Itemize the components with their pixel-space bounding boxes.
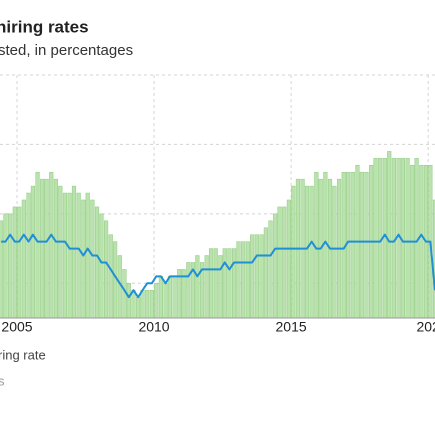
bar xyxy=(108,234,113,319)
bar xyxy=(71,185,77,319)
bar xyxy=(222,248,227,319)
bar xyxy=(0,220,4,319)
legend-label: ring rate xyxy=(0,347,46,362)
bar xyxy=(40,178,45,319)
bar xyxy=(126,283,131,319)
bar xyxy=(259,234,264,319)
bar xyxy=(8,213,13,319)
source: s xyxy=(0,373,5,388)
bar xyxy=(304,185,310,319)
bar xyxy=(163,283,168,319)
bar xyxy=(104,220,109,319)
bar xyxy=(277,206,282,319)
bar xyxy=(58,185,63,319)
bar xyxy=(167,276,173,319)
bar xyxy=(245,241,250,319)
bar xyxy=(208,248,214,319)
x-tick-label: 2015 xyxy=(276,319,307,335)
bar xyxy=(17,206,22,319)
bar xyxy=(149,289,154,319)
labels: 2005 2010 2015 202 ring rate xyxy=(0,317,435,362)
bar xyxy=(268,220,273,319)
bar xyxy=(419,165,424,319)
bar xyxy=(405,158,410,319)
bar xyxy=(387,151,392,319)
bar xyxy=(172,276,177,319)
bar xyxy=(154,283,159,319)
bar xyxy=(359,171,364,319)
bar xyxy=(35,171,40,319)
bar xyxy=(99,213,104,319)
bar xyxy=(62,192,68,319)
x-tick-label: 2010 xyxy=(138,319,169,335)
bar xyxy=(90,199,95,319)
chart-subtitle: sted, in percentages xyxy=(0,42,133,59)
bar xyxy=(30,185,35,319)
x-tick-label: 202 xyxy=(416,319,435,335)
bar xyxy=(309,185,314,319)
bar xyxy=(53,178,58,319)
bar xyxy=(282,206,287,319)
line xyxy=(1,233,435,299)
bar xyxy=(67,192,72,319)
bar xyxy=(241,241,246,319)
bar xyxy=(158,276,163,319)
bar xyxy=(286,199,291,319)
bar xyxy=(236,241,241,319)
chart-title: hiring rates xyxy=(0,17,89,36)
bar xyxy=(250,234,255,319)
bar xyxy=(49,171,54,319)
bar xyxy=(291,185,296,319)
bar xyxy=(350,171,355,319)
bar xyxy=(195,255,200,319)
bar xyxy=(254,234,259,319)
bar xyxy=(373,158,378,319)
bar xyxy=(364,171,369,319)
bar xyxy=(145,289,150,319)
bar xyxy=(332,185,337,319)
bar xyxy=(131,289,136,319)
bar xyxy=(136,296,141,319)
bar xyxy=(26,192,31,319)
lines xyxy=(1,233,435,299)
bar xyxy=(218,255,223,319)
bar xyxy=(227,248,232,319)
bars xyxy=(0,151,435,319)
bar xyxy=(186,262,191,319)
bar xyxy=(94,206,100,319)
bar xyxy=(263,227,268,319)
bar xyxy=(204,255,209,319)
bar xyxy=(12,206,17,319)
bar xyxy=(140,289,145,319)
bar xyxy=(44,178,49,319)
x-tick-label: 2005 xyxy=(1,319,32,335)
bar xyxy=(273,213,278,319)
bar xyxy=(85,192,90,319)
bar xyxy=(81,199,86,319)
bar xyxy=(232,248,237,319)
bar xyxy=(21,199,26,319)
bar xyxy=(213,248,218,319)
bar xyxy=(76,192,81,319)
bar xyxy=(3,213,8,319)
